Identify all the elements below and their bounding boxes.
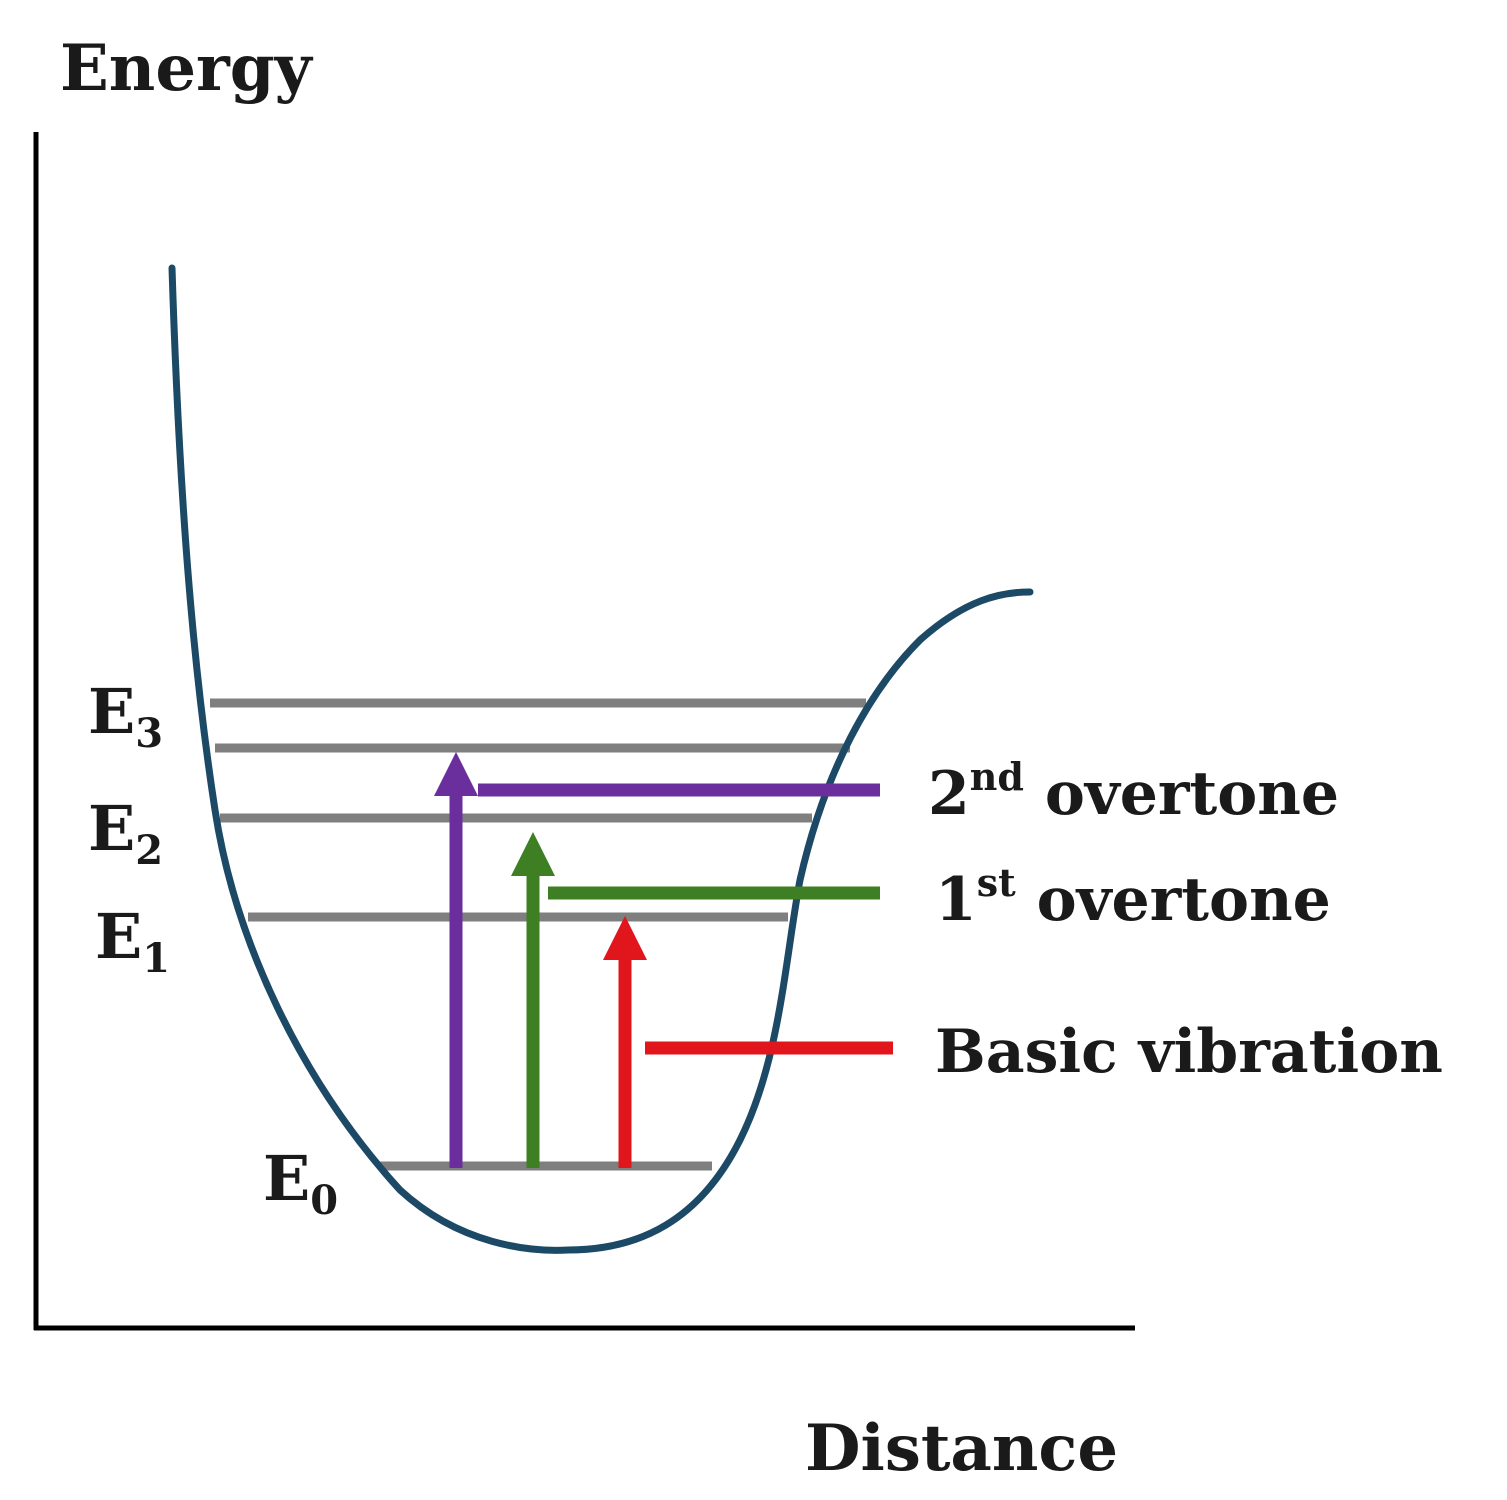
second-overtone-arrow-head [434, 752, 478, 796]
basic-vibration-label: Basic vibration [935, 1017, 1443, 1087]
second-overtone-sup: nd [970, 754, 1024, 799]
level-label-e1-sub: 1 [142, 935, 170, 982]
first-overtone-text: overtone [1016, 865, 1331, 935]
basic-vibration-arrow [603, 916, 647, 1168]
y-axis-title: Energy [60, 31, 314, 106]
level-label-e0: E0 [263, 1142, 338, 1224]
level-label-e0-sub: 0 [310, 1177, 338, 1224]
first-overtone-number: 1 [935, 865, 977, 935]
level-label-e3: E3 [88, 675, 163, 757]
first-overtone-arrow [511, 832, 555, 1168]
level-label-e3-sub: 3 [135, 710, 163, 757]
level-label-e0-main: E [263, 1142, 310, 1215]
level-label-e2-main: E [88, 792, 135, 865]
energy-level-lines [210, 698, 866, 1171]
x-axis-title: Distance [805, 1411, 1118, 1486]
first-overtone-label: 1st overtone [935, 860, 1331, 935]
level-label-e2: E2 [88, 792, 163, 874]
potential-energy-curve [168, 264, 1034, 1254]
first-overtone-sup: st [977, 860, 1016, 905]
level-label-e2-sub: 2 [135, 827, 163, 874]
second-overtone-text: overtone [1024, 759, 1339, 829]
level-label-e1: E1 [95, 900, 170, 982]
level-label-e1-main: E [95, 900, 142, 973]
level-label-e3-main: E [88, 675, 135, 748]
second-overtone-label: 2nd overtone [928, 754, 1339, 829]
second-overtone-arrow [434, 752, 478, 1168]
second-overtone-number: 2 [928, 759, 970, 829]
first-overtone-arrow-head [511, 832, 555, 876]
basic-vibration-arrow-head [603, 916, 647, 960]
